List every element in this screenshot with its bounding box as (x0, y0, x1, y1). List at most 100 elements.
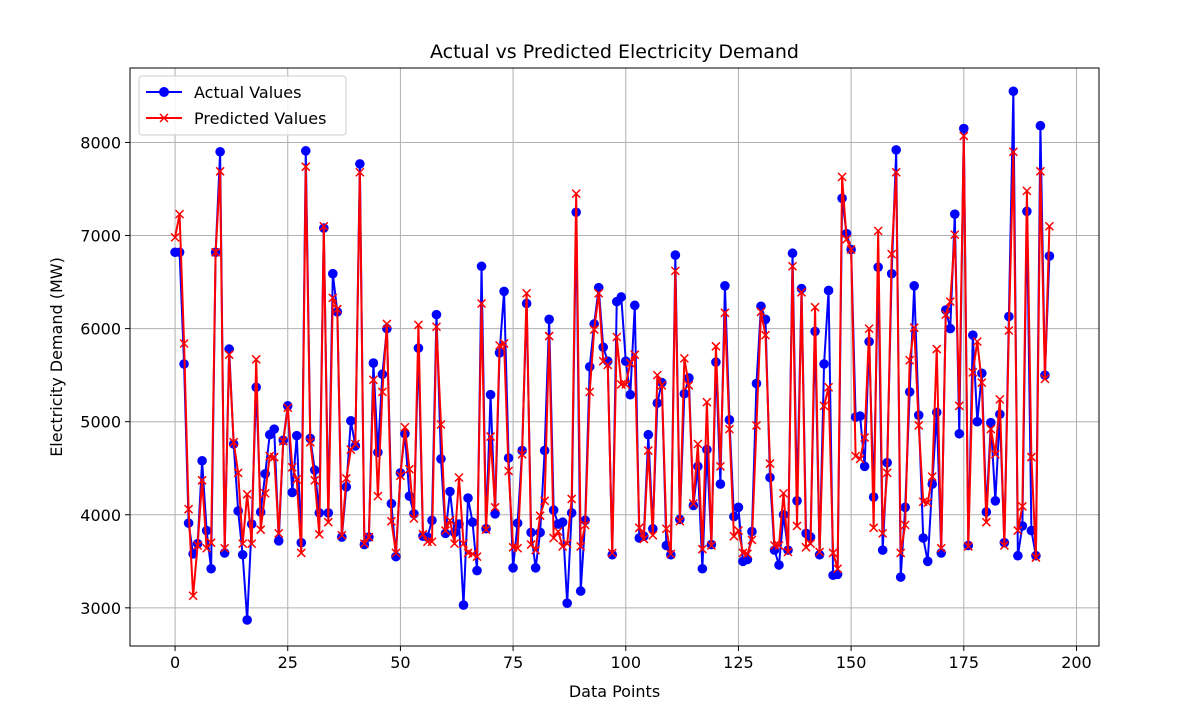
predicted-data-point (409, 513, 419, 524)
actual-data-point (733, 502, 744, 513)
predicted-data-point (544, 331, 554, 341)
x-tick-label: 25 (278, 653, 298, 672)
predicted-data-point (833, 564, 843, 574)
predicted-data-point (184, 504, 194, 514)
legend: Actual Values Predicted Values (138, 75, 347, 136)
predicted-data-point (733, 526, 743, 536)
actual-data-point (530, 563, 541, 573)
predicted-data-point (287, 462, 297, 472)
predicted-data-point (927, 472, 937, 482)
legend-box (138, 75, 347, 136)
predicted-data-point (697, 544, 707, 554)
actual-data-point (206, 563, 216, 574)
predicted-data-point (715, 461, 725, 471)
predicted-data-point (693, 439, 703, 449)
predicted-data-point (679, 353, 689, 363)
predicted-data-point (418, 529, 428, 539)
predicted-data-point (792, 521, 802, 531)
predicted-data-point (999, 540, 1009, 551)
actual-data-point (986, 417, 996, 428)
actual-data-point (720, 281, 730, 291)
actual-data-point (557, 517, 568, 528)
actual-data-point (742, 554, 753, 565)
predicted-data-point (806, 539, 816, 549)
actual-data-point (224, 344, 234, 354)
actual-data-point (300, 146, 311, 156)
predicted-data-point (819, 401, 829, 411)
predicted-data-point (882, 468, 892, 478)
actual-data-point (620, 356, 631, 366)
predicted-data-point (368, 375, 378, 385)
actual-data-point (643, 429, 654, 440)
predicted-data-point (558, 541, 568, 551)
predicted-data-point (643, 446, 653, 456)
predicted-data-point (1017, 501, 1027, 511)
predicted-data-point (202, 543, 212, 553)
predicted-data-point (242, 489, 252, 499)
predicted-data-point (589, 325, 599, 335)
predicted-data-point (869, 523, 879, 533)
predicted-data-point (684, 380, 694, 390)
actual-data-point (949, 209, 960, 219)
predicted-data-point (986, 424, 996, 434)
predicted-data-point (711, 341, 721, 351)
actual-data-point (337, 532, 347, 542)
predicted-data-point (688, 499, 698, 509)
x-tick-label: 175 (949, 653, 980, 672)
actual-data-point (823, 285, 834, 296)
actual-data-point (328, 268, 338, 279)
predicted-data-point (386, 516, 396, 526)
predicted-data-point (630, 350, 640, 360)
y-tick-label: 7000 (80, 227, 121, 246)
predicted-data-point (891, 167, 901, 177)
actual-data-point (1035, 120, 1046, 131)
predicted-data-point (571, 189, 581, 199)
predicted-data-point (436, 419, 446, 430)
actual-data-point (936, 548, 947, 558)
predicted-data-point (481, 525, 491, 535)
predicted-data-point (305, 437, 315, 447)
actual-data-point (436, 454, 446, 464)
predicted-data-point (332, 304, 342, 314)
actual-data-point (688, 500, 699, 511)
predicted-data-point (278, 436, 288, 446)
actual-data-point (476, 261, 487, 272)
predicted-data-point (855, 454, 865, 464)
predicted-data-point (562, 539, 572, 549)
predicted-data-point (1044, 221, 1054, 231)
predicted-data-point (540, 496, 550, 506)
predicted-data-point (968, 367, 978, 377)
actual-data-point (958, 123, 969, 134)
predicted-data-point (355, 167, 365, 177)
predicted-data-point (233, 468, 243, 478)
predicted-data-point (842, 234, 852, 244)
actual-data-point (512, 518, 523, 528)
actual-data-point (909, 281, 920, 291)
predicted-data-point (323, 517, 333, 527)
predicted-data-point (458, 539, 469, 549)
actual-data-point (859, 461, 870, 472)
predicted-data-point (851, 451, 861, 461)
actual-data-point (287, 487, 298, 498)
predicted-data-point (760, 330, 771, 340)
actual-data-point (539, 445, 550, 456)
predicted-data-point (945, 297, 955, 307)
predicted-data-point (188, 591, 198, 601)
actual-data-point (945, 323, 956, 334)
predicted-data-point (846, 244, 856, 255)
predicted-data-point (382, 319, 392, 329)
y-tick-label: 6000 (80, 320, 121, 339)
actual-data-point (972, 416, 983, 427)
actual-data-point (584, 361, 595, 372)
predicted-data-point (341, 473, 351, 483)
actual-data-point (832, 569, 843, 580)
predicted-data-point (229, 437, 239, 447)
predicted-data-point (193, 540, 203, 551)
actual-data-point (445, 486, 455, 497)
predicted-data-point (251, 354, 261, 364)
actual-data-point (751, 378, 762, 389)
x-tick-label: 100 (610, 653, 641, 672)
predicted-data-point (499, 338, 509, 349)
predicted-data-point (319, 221, 329, 231)
predicted-data-point (670, 266, 680, 276)
